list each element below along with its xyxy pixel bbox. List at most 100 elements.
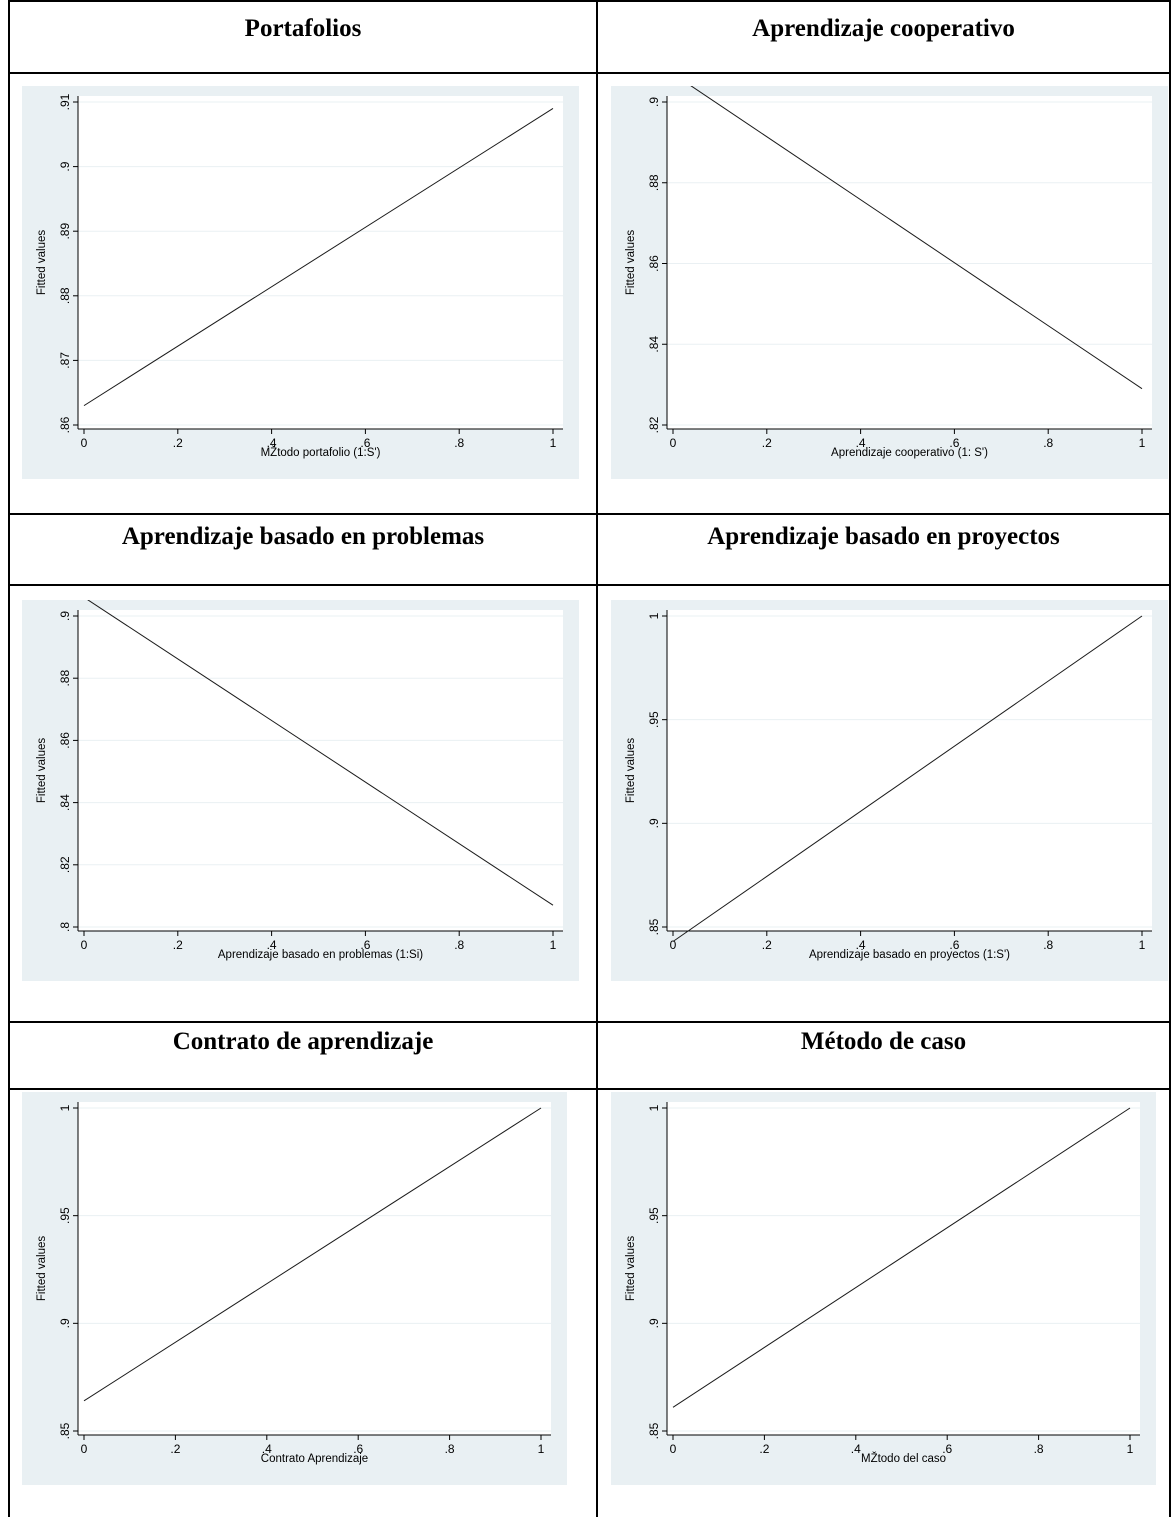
grid-rule [8, 584, 1171, 586]
y-tick-label: .95 [647, 1207, 661, 1224]
y-tick-label: 1 [58, 1104, 72, 1111]
y-tick-label: .87 [58, 352, 72, 369]
x-axis-title: Contrato Aprendizaje [261, 1453, 368, 1465]
x-tick-label: 0 [670, 436, 677, 450]
chart-svg: .85 .9 .95 1 0 .2 .4 .6 .8 1 Aprendizaje basado en… [625, 610, 1152, 961]
x-tick-label: .4 [851, 1442, 861, 1456]
y-tick-label: .86 [58, 732, 72, 749]
y-tick-label: .86 [647, 255, 661, 272]
x-tick-label: .8 [445, 1442, 455, 1456]
x-tick-label: 1 [550, 436, 557, 450]
y-tick-label: 1 [647, 612, 661, 619]
y-axis-title: Fitted values [36, 230, 48, 295]
x-axis-title: Aprendizaje cooperativo (1: S') [831, 447, 988, 459]
grid-rule [8, 72, 1171, 74]
chart-contrato-de-aprendizaje: .85 .9 .95 1 0 .2 .4 .6 .8 1 Contrato Aprendizaje F… [22, 1092, 567, 1485]
fitted-line [83, 1107, 542, 1402]
x-tick-label: .6 [360, 436, 370, 450]
y-tick-label: .95 [58, 1207, 72, 1224]
grid-rule [596, 0, 598, 1517]
y-tick-label: .82 [647, 416, 661, 433]
y-tick-label: .84 [647, 336, 661, 353]
x-tick-label: 1 [1139, 938, 1146, 952]
grid-rule [8, 1088, 1171, 1090]
x-tick-label: .4 [262, 1442, 272, 1456]
plot-area [78, 96, 563, 429]
x-tick-label: 1 [538, 1442, 545, 1456]
x-tick-label: .8 [454, 436, 464, 450]
chart-aprendizaje-basado-en-proyectos: .85 .9 .95 1 0 .2 .4 .6 .8 1 Aprendizaje basado en… [611, 600, 1168, 981]
x-tick-label: .8 [1034, 1442, 1044, 1456]
plot-area [667, 610, 1152, 931]
x-tick-label: .2 [170, 1442, 180, 1456]
chart-portafolios: .86 .87 .88 .89 .9 .91 0 .2 .4 .6 .8 1 MŽtodo portaf… [22, 86, 579, 479]
chart-svg: .85 .9 .95 1 0 .2 .4 .6 .8 1 MŽtodo del caso Fitted… [625, 1102, 1140, 1465]
plot-area [78, 1102, 551, 1435]
y-tick-label: .86 [58, 416, 72, 433]
fitted-line [83, 108, 554, 407]
x-tick-label: .2 [173, 436, 183, 450]
chart-aprendizaje-cooperativo: .82 .84 .86 .88 .9 0 .2 .4 .6 .8 1 Aprendizaje coop… [611, 86, 1168, 479]
plot-area [78, 610, 563, 931]
plot-area [667, 96, 1152, 429]
y-tick-label: .88 [58, 670, 72, 687]
y-tick-label: .85 [647, 1422, 661, 1439]
panel-title: Aprendizaje basado en problemas [121, 523, 485, 550]
grid-rule [8, 0, 10, 1517]
x-tick-label: .4 [856, 938, 866, 952]
x-tick-label: .8 [1043, 436, 1053, 450]
y-tick-label: .9 [647, 1318, 661, 1328]
x-tick-label: .6 [942, 1442, 952, 1456]
panel-title: Aprendizaje cooperativo [752, 15, 1015, 42]
fitted-line [672, 1107, 1131, 1408]
x-axis-title: MŽtodo del caso [861, 1452, 946, 1465]
y-tick-label: .95 [647, 711, 661, 728]
y-tick-label: .9 [647, 818, 661, 828]
fitted-line [690, 86, 1143, 390]
y-axis-title: Fitted values [36, 738, 48, 803]
y-tick-label: .84 [58, 794, 72, 811]
x-tick-label: .8 [1043, 938, 1053, 952]
y-tick-label: .85 [58, 1422, 72, 1439]
panel-title: Contrato de aprendizaje [172, 1028, 434, 1055]
chart-svg: .86 .87 .88 .89 .9 .91 0 .2 .4 .6 .8 1 MŽtodo portaf… [36, 93, 563, 459]
x-tick-label: .6 [353, 1442, 363, 1456]
y-tick-label: .9 [58, 611, 72, 621]
x-tick-label: .6 [360, 938, 370, 952]
x-tick-label: 0 [81, 1442, 88, 1456]
y-tick-label: .91 [58, 93, 72, 110]
chart-svg: .85 .9 .95 1 0 .2 .4 .6 .8 1 Contrato Aprendizaje F… [36, 1102, 551, 1465]
x-tick-label: 0 [81, 938, 88, 952]
x-tick-label: .4 [856, 436, 866, 450]
grid-rule [8, 513, 1171, 515]
y-tick-label: .9 [647, 97, 661, 107]
x-tick-label: 1 [1127, 1442, 1134, 1456]
y-tick-label: .82 [58, 856, 72, 873]
x-tick-label: .4 [267, 436, 277, 450]
x-tick-label: .2 [762, 436, 772, 450]
x-tick-label: .2 [762, 938, 772, 952]
grid-rule [8, 0, 1171, 2]
panel-title: Aprendizaje basado en proyectos [707, 523, 1060, 550]
chart-aprendizaje-basado-en-problemas: .8 .82 .84 .86 .88 .9 0 .2 .4 .6 .8 1 Aprendizaje ba… [22, 600, 579, 981]
panel-title: Portafolios [244, 15, 362, 42]
x-tick-label: 1 [1139, 436, 1146, 450]
y-tick-label: 1 [647, 1104, 661, 1111]
plot-area [667, 1102, 1140, 1435]
x-tick-label: .6 [949, 436, 959, 450]
y-axis-title: Fitted values [625, 230, 637, 295]
x-tick-label: .6 [949, 938, 959, 952]
x-axis-title: Aprendizaje basado en problemas (1:Si) [218, 949, 423, 961]
x-tick-label: .4 [267, 938, 277, 952]
grid-rule [8, 1021, 1171, 1023]
chart-svg: .8 .82 .84 .86 .88 .9 0 .2 .4 .6 .8 1 Aprendizaje ba… [36, 600, 563, 961]
y-tick-label: .9 [58, 1318, 72, 1328]
y-tick-label: .89 [58, 223, 72, 240]
x-axis-title: Aprendizaje basado en proyectos (1:S') [809, 949, 1010, 961]
y-tick-label: .85 [647, 918, 661, 935]
x-tick-label: 1 [550, 938, 557, 952]
y-axis-title: Fitted values [36, 1236, 48, 1301]
y-axis-title: Fitted values [625, 1236, 637, 1301]
fitted-line [672, 615, 1143, 942]
